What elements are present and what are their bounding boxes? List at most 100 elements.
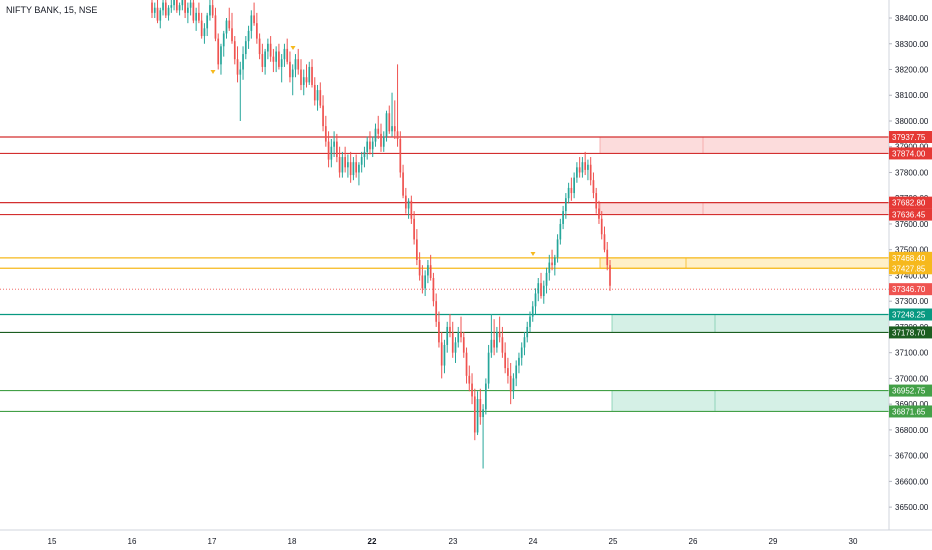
levels: [0, 136, 889, 413]
candle-body: [496, 332, 498, 348]
candle-body: [435, 301, 438, 322]
candle-body: [482, 409, 484, 418]
candle-body: [283, 48, 286, 60]
x-tick-label: 17: [208, 537, 217, 546]
candle-body: [313, 84, 316, 101]
candle-body: [162, 2, 164, 11]
candle-body: [209, 5, 211, 16]
candle-body: [540, 283, 542, 297]
markers: [210, 46, 536, 256]
candle-body: [529, 316, 531, 327]
level-price-label: 37874.00: [892, 149, 926, 158]
candle-body: [556, 239, 559, 258]
level-price-label: 37468.40: [892, 254, 926, 263]
candle-body: [402, 172, 404, 196]
candle-body: [603, 234, 606, 250]
candle-body: [198, 12, 200, 21]
y-tick-label: 37600.00: [895, 220, 929, 229]
candle-body: [355, 162, 358, 173]
candle-body: [393, 126, 396, 132]
chart-title: NIFTY BANK, 15, NSE: [6, 5, 98, 15]
candle-body: [255, 23, 258, 39]
candle-body: [217, 38, 220, 65]
candle-body: [460, 332, 462, 338]
candle-body: [487, 352, 490, 384]
signal-marker-icon: [530, 252, 536, 256]
candle-body: [206, 15, 209, 29]
candle-body: [225, 20, 228, 34]
candle-body: [214, 15, 217, 39]
candle-body: [531, 306, 534, 317]
candle-body: [220, 46, 222, 65]
candle-body: [551, 262, 553, 266]
x-tick-label: 29: [769, 537, 778, 546]
candle-body: [440, 342, 443, 366]
candle-body: [302, 77, 305, 85]
candle-body: [311, 66, 313, 85]
level-price-label: 37682.80: [892, 199, 926, 208]
candle-body: [203, 28, 206, 37]
candle-body: [253, 15, 255, 24]
y-tick-label: 38100.00: [895, 91, 929, 100]
candle-body: [291, 69, 294, 78]
candle-body: [336, 141, 338, 158]
candle-body: [170, 5, 173, 8]
candle-body: [233, 41, 236, 60]
candle-body: [272, 56, 275, 62]
x-tick-label: 23: [449, 537, 458, 546]
y-tick-label: 37300.00: [895, 297, 929, 306]
candle-body: [305, 77, 308, 83]
level-price-label: 37937.75: [892, 133, 926, 142]
candle-body: [366, 141, 369, 152]
level-price-label: 36952.75: [892, 387, 926, 396]
candle-body: [520, 347, 523, 358]
y-tick-label: 37900.00: [895, 143, 929, 152]
signal-marker-icon: [290, 46, 296, 50]
candle-body: [278, 51, 280, 67]
last-price-label: 37346.70: [892, 285, 926, 294]
level-price-tag: [889, 384, 932, 397]
candle-body: [449, 326, 451, 333]
candle-body: [537, 283, 540, 294]
candle-body: [175, 0, 178, 11]
level-price-tag: [889, 262, 932, 275]
candle-body: [349, 162, 352, 176]
level-price-tag: [889, 131, 932, 144]
candle-body: [200, 20, 203, 37]
candle-body: [338, 157, 341, 173]
candle-body: [242, 54, 244, 70]
candles: [151, 0, 611, 469]
candle-body: [377, 128, 380, 134]
candle-body: [358, 164, 360, 173]
candle-body: [553, 257, 556, 266]
candle-body: [473, 396, 476, 433]
y-tick-label: 38200.00: [895, 66, 929, 75]
candle-body: [164, 2, 167, 16]
candle-body: [275, 51, 278, 62]
candle-body: [443, 344, 446, 366]
candle-body: [429, 265, 432, 279]
candle-body: [418, 260, 421, 276]
candle-body: [592, 180, 595, 194]
level-price-tag: [889, 196, 932, 209]
candle-body: [286, 48, 289, 62]
candle-body: [324, 126, 327, 142]
candle-body: [369, 141, 371, 150]
candle-body: [567, 187, 570, 199]
candle-body: [523, 337, 526, 348]
level-price-tag: [889, 147, 932, 160]
candle-body: [236, 59, 239, 75]
x-tick-label: 24: [529, 537, 538, 546]
zone-box: [599, 257, 890, 269]
candle-body: [261, 54, 264, 67]
price-tags: 37937.75 37874.00 37682.80 37636.45 37468.40…: [889, 131, 932, 418]
candle-body: [327, 141, 330, 160]
candle-body: [258, 38, 261, 55]
candle-body: [432, 278, 435, 302]
y-tick-label: 38000.00: [895, 117, 929, 126]
candle-body: [587, 164, 589, 170]
candle-body: [471, 383, 473, 397]
level-price-label: 37427.85: [892, 264, 926, 273]
